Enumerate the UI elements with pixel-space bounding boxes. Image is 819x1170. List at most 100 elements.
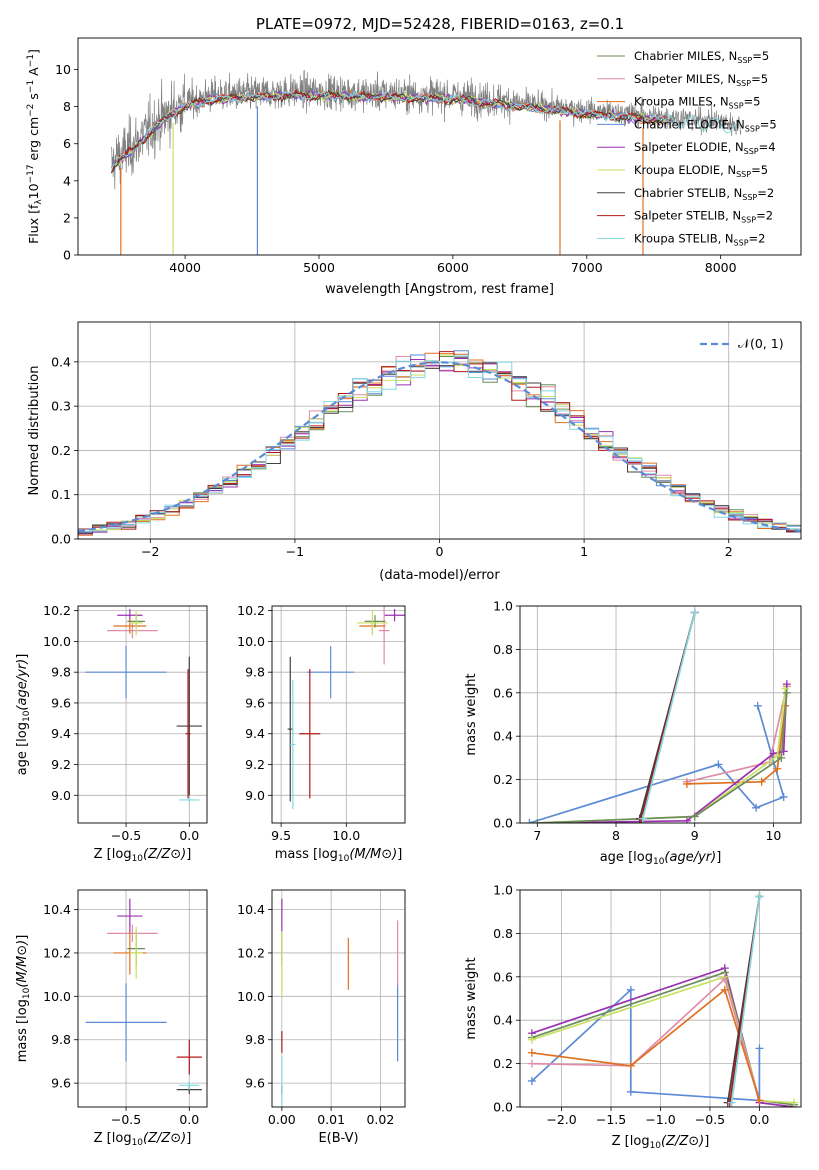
mass_age-plot bbox=[287, 606, 405, 810]
legend-label-sub: SSP bbox=[729, 102, 744, 111]
mass_age-point-salp_stelib bbox=[299, 669, 321, 799]
z_weight-xtick-label: 0.0 bbox=[749, 1112, 769, 1127]
spectrum-ytick-label: 10 bbox=[55, 62, 71, 77]
legend-label-salp_stelib: Salpeter STELIB, NSSP=2 bbox=[634, 209, 773, 225]
z_weight-marker bbox=[626, 1087, 635, 1096]
ebv_mass-xtick-label: 0.00 bbox=[268, 1112, 296, 1127]
age_weight-ytick-label: 0.4 bbox=[493, 729, 513, 744]
spectrum-xtick-label: 6000 bbox=[437, 260, 469, 275]
z_weight-plot bbox=[527, 892, 799, 1107]
label-part: (Z/Z⊙) bbox=[143, 1131, 186, 1146]
z_weight-xtick-label: −2.0 bbox=[546, 1112, 576, 1127]
label-part: Z [log bbox=[94, 1131, 132, 1146]
z_weight-xtick-label: −1.5 bbox=[596, 1112, 626, 1127]
mass_age-ytick-label: 9.2 bbox=[245, 757, 265, 772]
age_weight-ytick-label: 0.6 bbox=[493, 685, 513, 700]
legend-label-chab_elodie: Chabrier ELODIE, NSSP=5 bbox=[634, 117, 777, 133]
residuals-frame bbox=[77, 321, 802, 540]
age_weight-xlabel: age [log10(age/yr)] bbox=[600, 850, 722, 867]
ebv_mass-axes: 0.00 0.01 0.02 9.6 9.8 10.0 10.2 10.4 bbox=[237, 890, 405, 1127]
age_weight-xtick-label: 7 bbox=[533, 828, 541, 843]
z_mass-xtick-label: 0.0 bbox=[179, 1112, 199, 1127]
figure-title: PLATE=0972, MJD=52428, FIBERID=0163, z=0… bbox=[256, 15, 624, 33]
z_weight-ytick-label: 0.4 bbox=[493, 1013, 513, 1028]
ebv_mass-ytick-label: 9.6 bbox=[245, 1076, 265, 1091]
spectrum-ylabel-part: −1 bbox=[26, 80, 36, 93]
z_age-xlabel: Z [log10(Z/Z⊙)] bbox=[94, 847, 192, 864]
z_weight-marker bbox=[720, 985, 729, 994]
mass_age-xtick-label: 10.0 bbox=[332, 828, 360, 843]
legend-label-text: Chabrier MILES, N bbox=[634, 49, 737, 63]
residuals-xtick-label: 1 bbox=[580, 544, 588, 559]
ebv_mass-ytick-label: 9.8 bbox=[245, 1032, 265, 1047]
legend-label-salp_miles: Salpeter MILES, NSSP=5 bbox=[634, 72, 768, 88]
residuals-ytick-label: 0.0 bbox=[51, 532, 71, 547]
z_mass-ytick-label: 9.6 bbox=[51, 1076, 71, 1091]
age_weight-series-krou_elodie bbox=[537, 688, 787, 823]
residuals-ytick-label: 0.2 bbox=[51, 443, 71, 458]
legend-label-suffix: =2 bbox=[749, 231, 766, 245]
z_mass-point-krou_stelib bbox=[179, 1080, 200, 1090]
z_weight-series-krou_stelib bbox=[730, 896, 761, 1103]
mass_age-ytick-label: 9.8 bbox=[245, 665, 265, 680]
label-part: ] bbox=[186, 1131, 191, 1146]
spectrum-model-tail bbox=[666, 113, 741, 134]
spectrum-ylabel-part: s bbox=[26, 93, 41, 104]
spectrum-model-line-krou_elodie bbox=[111, 90, 667, 170]
mass_age-point-chab_miles bbox=[364, 615, 386, 628]
residuals-normal-curve bbox=[78, 361, 801, 533]
ebv_mass-xlabel: E(B-V) bbox=[318, 1131, 358, 1146]
ebv_mass-plot bbox=[281, 898, 399, 1107]
spectrum-ylabel-part: −1 bbox=[26, 54, 36, 67]
z_mass-ytick-label: 10.4 bbox=[43, 902, 71, 917]
residuals-xtick-label: −2 bbox=[141, 544, 159, 559]
z_age-plot bbox=[85, 609, 202, 803]
z_mass-point-salp_stelib bbox=[176, 1039, 202, 1075]
legend-label-sub: SSP bbox=[742, 193, 757, 202]
age_weight-marker bbox=[773, 764, 782, 773]
spectrum-axes: 4000 5000 6000 7000 8000 0 2 4 6 8 10 bbox=[55, 62, 737, 275]
z_weight-marker bbox=[755, 1044, 764, 1053]
legend-label-sub: SSP bbox=[736, 170, 751, 179]
legend-label-text: Kroupa STELIB, N bbox=[634, 231, 734, 245]
label-part: age [log bbox=[600, 850, 653, 865]
residuals-plot bbox=[78, 350, 801, 536]
z_mass-xtick-label: −0.5 bbox=[111, 1112, 141, 1127]
age_weight-ytick-label: 0.8 bbox=[493, 642, 513, 657]
legend-label-sub: SSP bbox=[737, 56, 752, 65]
z_age-ytick-label: 9.2 bbox=[51, 757, 71, 772]
z_age-axes: −0.5 0.0 9.0 9.2 9.4 9.6 9.8 10.0 10.2 bbox=[43, 603, 207, 843]
age_weight-marker bbox=[533, 819, 542, 823]
mass_age-ytick-label: 9.4 bbox=[245, 726, 265, 741]
residuals-xtick-label: 0 bbox=[436, 544, 444, 559]
mass_age-point-krou_stelib bbox=[290, 679, 296, 810]
age_weight-marker bbox=[682, 816, 691, 823]
label-part: Z [log bbox=[612, 1134, 650, 1149]
age_weight-marker bbox=[753, 701, 762, 710]
legend-label-suffix: =2 bbox=[757, 186, 774, 200]
age_weight-marker bbox=[781, 684, 790, 693]
z_mass-point-chab_elodie bbox=[85, 983, 167, 1062]
legend-label-sub: SSP bbox=[745, 124, 760, 133]
z_weight-ytick-label: 0.6 bbox=[493, 969, 513, 984]
z_weight-marker bbox=[527, 1059, 536, 1068]
label-part: (Z/Z⊙) bbox=[661, 1134, 704, 1149]
label-part: (age/yr) bbox=[15, 659, 30, 711]
z_mass-axes: −0.5 0.0 9.6 9.8 10.0 10.2 10.4 bbox=[43, 890, 207, 1127]
residuals-hist-chab_stelib bbox=[78, 356, 801, 534]
label-sub: 10 bbox=[132, 1138, 144, 1148]
z_mass-xlabel: Z [log10(Z/Z⊙)] bbox=[94, 1131, 192, 1148]
age_weight-ytick-label: 0.0 bbox=[493, 816, 513, 831]
legend-label-sub: SSP bbox=[736, 79, 751, 88]
legend-label-sub: SSP bbox=[744, 147, 759, 156]
legend-label-krou_miles: Kroupa MILES, NSSP=5 bbox=[634, 95, 760, 111]
label-sub: 10 bbox=[650, 1141, 662, 1151]
z_weight-ytick-label: 0.2 bbox=[493, 1056, 513, 1071]
spectrum-data-line bbox=[111, 69, 742, 190]
legend-label-text: Chabrier STELIB, N bbox=[634, 186, 742, 200]
label-part: (M/M⊙) bbox=[15, 940, 30, 988]
spectrum-ytick-label: 4 bbox=[63, 173, 71, 188]
age_weight-series-krou_miles bbox=[686, 705, 787, 785]
legend-label-suffix: =5 bbox=[751, 163, 768, 177]
